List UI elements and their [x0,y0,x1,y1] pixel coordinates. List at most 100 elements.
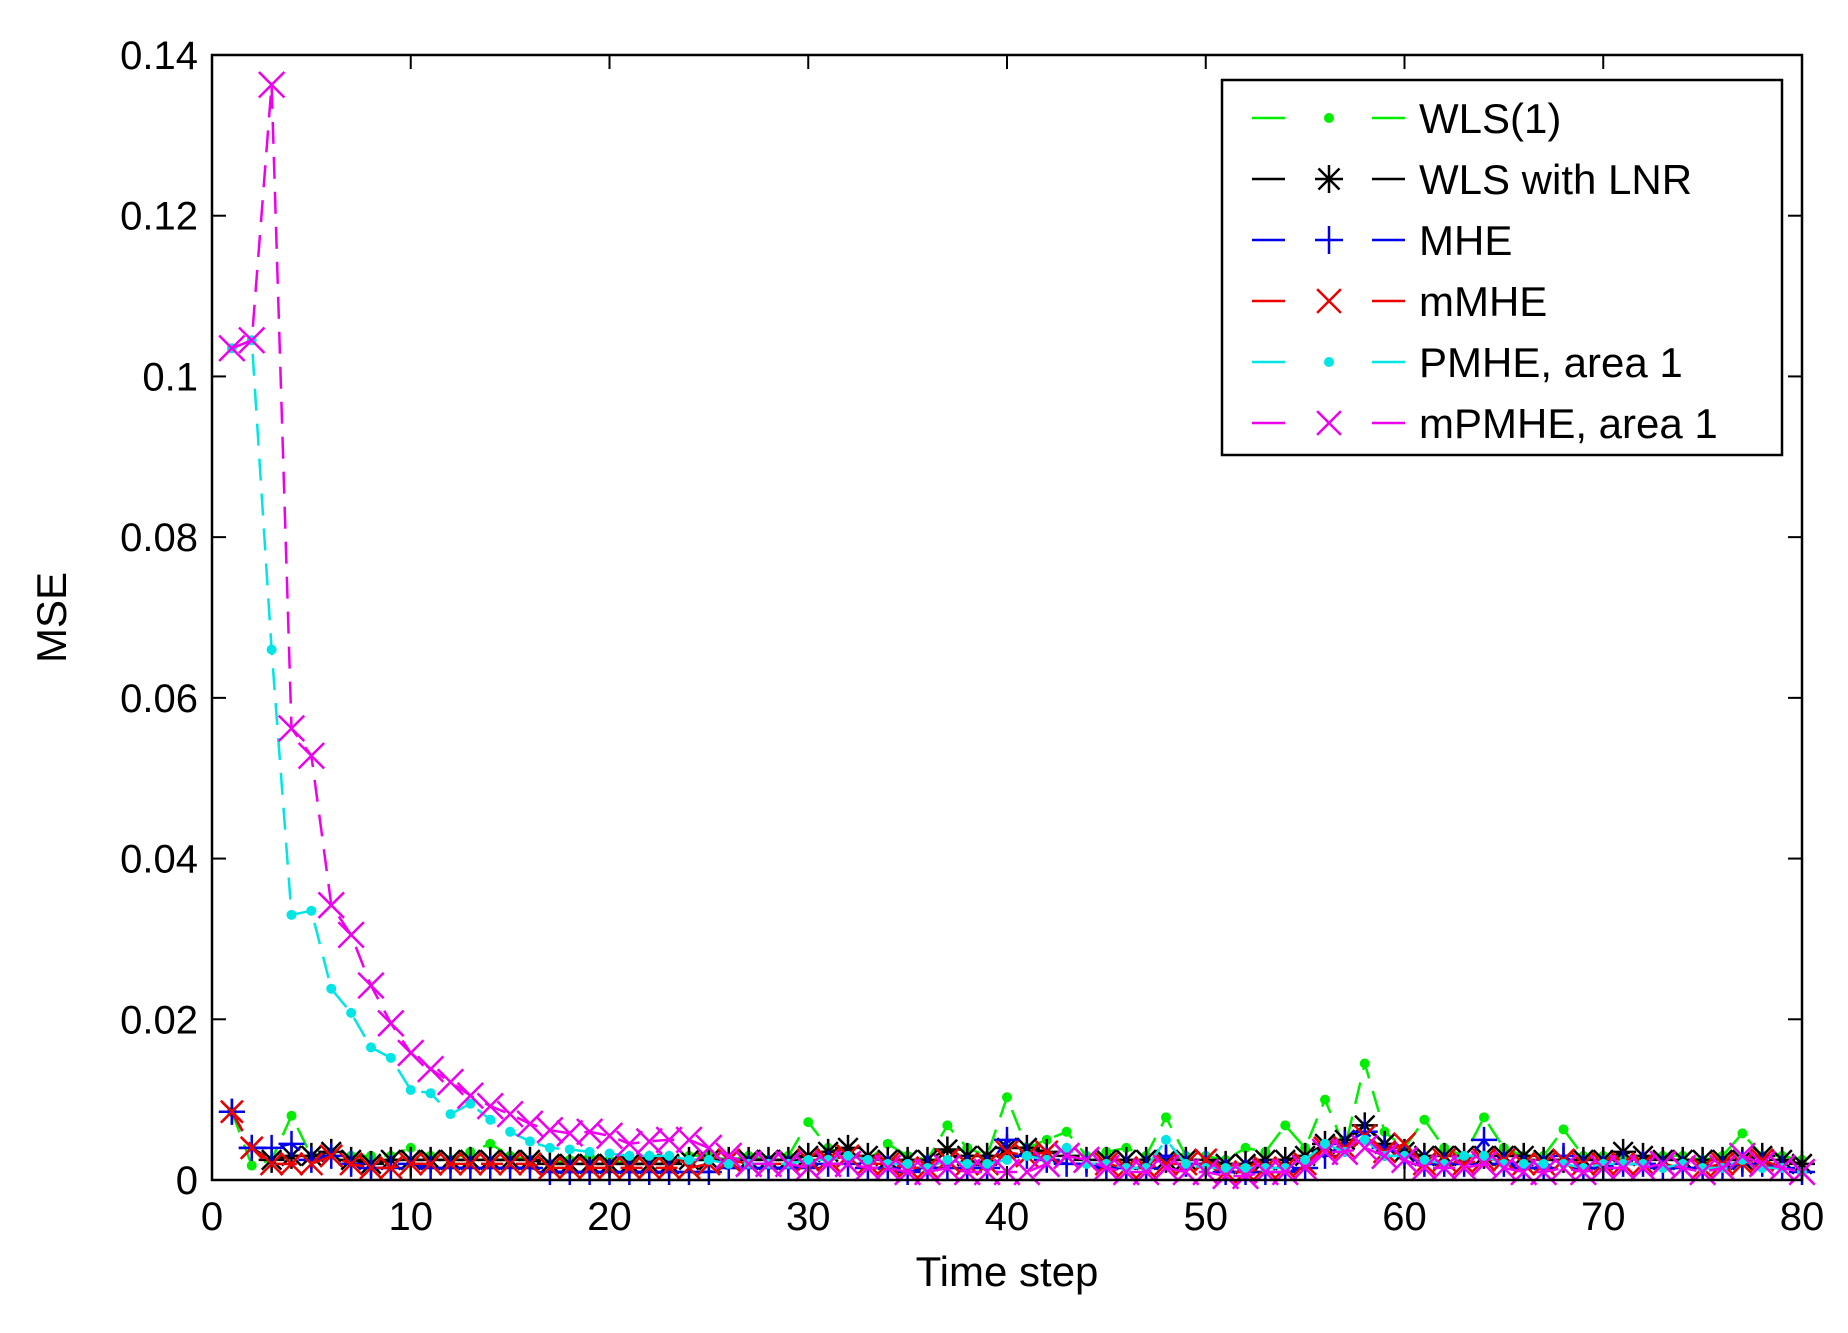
data-point [1161,1134,1171,1145]
legend-label: PMHE, area 1 [1419,339,1683,386]
data-point [982,1158,993,1169]
data-point [476,1092,504,1120]
data-point [814,1150,842,1178]
data-point [1061,1142,1072,1153]
data-point [1558,1124,1569,1135]
legend-label: mPMHE, area 1 [1419,400,1718,447]
data-point [902,1158,913,1169]
data-point [655,1126,683,1154]
data-point [339,1151,364,1176]
data-point [239,1135,264,1160]
legend-marker [1315,226,1343,254]
data-point [644,1150,655,1161]
data-point [516,1110,544,1138]
x-tick-label: 40 [985,1195,1030,1239]
data-point [695,1134,723,1162]
y-tick-label: 0.14 [120,34,198,78]
data-point [306,905,317,916]
data-point [1180,1158,1191,1169]
data-point [438,1151,463,1176]
y-tick-label: 0 [176,1159,198,1203]
data-point [238,326,266,354]
data-point [425,1088,436,1099]
x-tick-label: 70 [1581,1195,1626,1239]
data-point [1359,1058,1370,1069]
data-point [326,983,337,994]
data-point [703,1154,714,1165]
data-point [418,1151,443,1176]
x-tick-label: 60 [1382,1195,1427,1239]
data-point [637,1156,662,1180]
legend-label: WLS with LNR [1419,156,1692,203]
data-point [1002,1092,1012,1103]
data-point [505,1126,516,1137]
data-point [319,1143,344,1168]
data-point [1320,1094,1330,1105]
y-tick-label: 0.02 [120,998,198,1042]
data-point [1154,1151,1178,1176]
legend-label: MHE [1419,217,1512,264]
data-point [544,1142,555,1153]
data-point [219,1099,244,1124]
legend-marker [1324,113,1334,123]
data-point [1708,1154,1737,1182]
data-point [279,1151,304,1176]
data-point [1479,1150,1489,1161]
data-point [278,1130,305,1157]
data-point [257,71,286,99]
data-point [378,1156,403,1180]
data-point [266,644,277,655]
data-point [1390,1146,1419,1174]
data-point [723,1158,734,1169]
data-point [942,1120,953,1131]
data-point [1351,1134,1379,1162]
data-point [657,1156,682,1180]
series-layer [218,71,1816,1190]
y-tick-label: 0.1 [142,355,198,399]
data-point [485,1114,496,1125]
data-point [258,1134,285,1161]
data-point [843,1150,853,1161]
data-point [405,1085,416,1095]
data-point [286,909,297,920]
data-point [445,1109,456,1120]
y-tick-label: 0.08 [120,516,198,560]
data-point [478,1151,503,1176]
data-point [1311,1138,1339,1166]
data-point [1291,1154,1319,1182]
data-point [1002,1154,1012,1165]
data-point [498,1151,523,1176]
data-point [277,714,306,743]
data-point [664,1150,675,1161]
data-point [1240,1162,1251,1173]
data-point [456,1081,485,1110]
data-point [1419,1114,1430,1125]
legend-label: mMHE [1419,278,1547,325]
data-point [734,1150,763,1178]
x-tick-label: 50 [1184,1195,1229,1239]
x-tick-label: 0 [201,1195,223,1239]
data-point [604,1148,615,1159]
data-point [436,1068,465,1096]
data-point [1240,1142,1251,1153]
data-point [377,1009,405,1037]
x-tick-label: 20 [587,1195,632,1239]
data-point [1728,1142,1757,1170]
data-point [218,334,246,362]
data-point [1430,1154,1458,1182]
axes-layer: 0 10 20 30 40 50 60 70 80 0 0.02 0.04 0.06 0.08 0.1 0.1… [120,34,1824,1239]
data-point [416,1055,445,1083]
data-point [624,1150,635,1161]
data-point [246,1160,257,1171]
legend-entry: MHE [1252,217,1512,264]
data-point [398,1151,423,1176]
data-point [286,1110,297,1121]
data-point [299,1151,324,1176]
legend-box [1220,78,1784,457]
data-point [1609,1154,1637,1182]
data-point [1211,1162,1240,1190]
series-line [231,84,1803,1178]
legend-entry: WLS(1) [1252,95,1561,142]
legend: WLS(1) WLS with LNR MHE mMHE PMHE, area 1 mPM… [1220,78,1784,457]
